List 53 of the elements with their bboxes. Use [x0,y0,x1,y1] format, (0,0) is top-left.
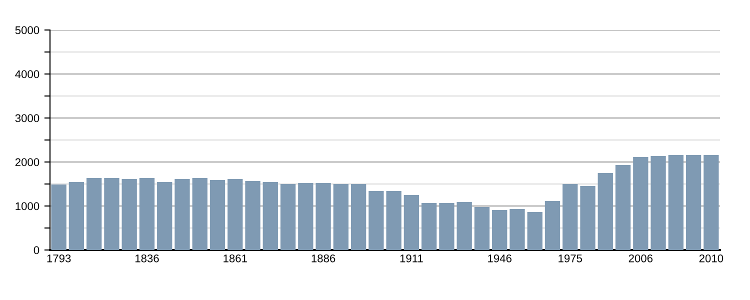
bar [122,178,137,250]
x-tick-label: 1793 [47,254,71,262]
bar [298,182,314,250]
bar [668,155,684,250]
bar [210,180,226,250]
bar [580,186,596,250]
bar [615,164,631,250]
bar [527,212,542,250]
bar [386,190,402,250]
bar [316,182,331,250]
bar [686,155,702,250]
bar [562,184,578,250]
bar [68,182,84,250]
x-tick-label: 1911 [400,254,423,262]
y-tick-label: 4000 [15,70,40,78]
bar [228,178,243,250]
x-tick-label: 1886 [312,254,336,262]
bar [368,190,384,250]
x-tick-label: 2006 [628,254,653,262]
y-tick-label: 2000 [15,158,40,166]
bar [280,184,296,250]
y-tick-label: 0 [34,246,40,254]
x-tick-label: 1975 [558,254,582,262]
x-tick-label: 1861 [224,254,247,262]
bar [404,195,420,250]
x-tick-label: 1836 [135,254,159,262]
bar [192,178,208,250]
bar [704,155,719,250]
bar [174,178,190,250]
bar [598,173,613,250]
bar [510,208,525,250]
bar [492,210,508,250]
bar [86,178,102,250]
y-tick-label: 1000 [16,202,40,210]
bar [633,156,648,250]
x-tick-label: 1946 [488,254,512,262]
x-tick-label: 2010 [699,254,724,262]
bar [139,178,155,250]
bar [350,184,366,250]
bar [544,200,560,250]
bar [51,184,66,250]
bar [333,184,349,250]
bar [474,207,490,250]
bar [456,202,472,250]
bar [439,203,454,250]
y-tick-label: 3000 [15,114,40,122]
bar [421,203,437,250]
bar [650,156,666,250]
bar [157,182,172,250]
bar [104,178,120,250]
y-tick-label: 5000 [15,26,40,34]
bar [245,181,260,250]
bar [262,182,278,250]
